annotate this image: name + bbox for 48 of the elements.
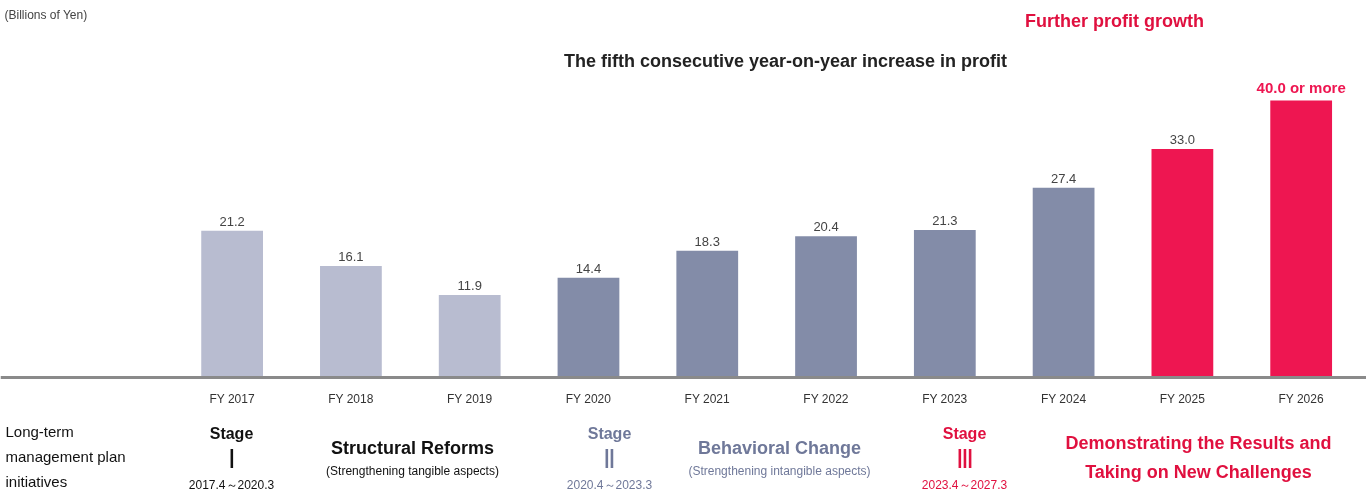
text: Ⅰ: [227, 445, 236, 474]
data-label: 21.2: [219, 213, 245, 229]
bar: [320, 266, 382, 378]
x-tick-label: FY 2022: [803, 391, 849, 406]
bar: [557, 277, 620, 378]
bar: [676, 250, 739, 378]
data-label: 16.1: [338, 249, 364, 265]
text: Demonstrating the Results and Taking on New Challenges: [1065, 433, 1332, 482]
text: Behavioral Change: [697, 437, 862, 458]
x-tick-label: FY 2020: [565, 391, 612, 406]
text: 2023.4～2027.3: [921, 477, 1008, 492]
x-tick-label: FY 2017: [209, 391, 255, 406]
bar: [913, 230, 976, 378]
bar: [1270, 100, 1333, 378]
data-label: 20.4: [813, 219, 839, 235]
data-label: 40.0 or more: [1256, 78, 1346, 96]
x-tick-label: FY 2025: [1159, 391, 1206, 406]
bar: [795, 236, 857, 378]
data-label: 33.0: [1169, 131, 1196, 147]
text: The fifth consecutive year-on-year increase in profit: [563, 50, 1008, 71]
text: 2020.4～2023.3: [566, 477, 653, 492]
text: Stage: [587, 425, 632, 442]
text: Stage: [942, 425, 987, 442]
text: Stage: [209, 425, 254, 442]
x-tick-label: FY 2021: [684, 391, 731, 406]
bar: [1032, 187, 1095, 378]
text: Ⅲ: [955, 445, 974, 474]
x-tick-label: FY 2019: [447, 391, 493, 406]
text: (Strengthening tangible aspects): [326, 463, 499, 478]
x-tick-label: FY 2024: [1040, 391, 1087, 406]
bar: [1151, 148, 1214, 378]
text: 2017.4～2020.3: [188, 477, 275, 492]
text: Further profit growth: [1025, 10, 1204, 31]
text: (Strengthening intangible aspects): [688, 463, 871, 478]
data-label: 27.4: [1050, 170, 1077, 186]
data-label: 21.3: [932, 213, 958, 228]
x-tick-label: FY 2023: [922, 391, 968, 406]
text: Ⅱ: [603, 445, 616, 474]
x-tick-label: FY 2018: [328, 391, 374, 406]
bar: [201, 230, 264, 378]
text: (Billions of Yen): [4, 7, 88, 22]
data-label: 18.3: [694, 233, 720, 249]
data-label: 11.9: [457, 278, 482, 294]
x-tick-label: FY 2026: [1278, 391, 1324, 406]
text: Long-term management plan initiatives: [5, 423, 126, 490]
bar: [438, 295, 501, 378]
text: Structural Reforms: [330, 437, 495, 458]
data-label: 14.4: [575, 260, 602, 276]
